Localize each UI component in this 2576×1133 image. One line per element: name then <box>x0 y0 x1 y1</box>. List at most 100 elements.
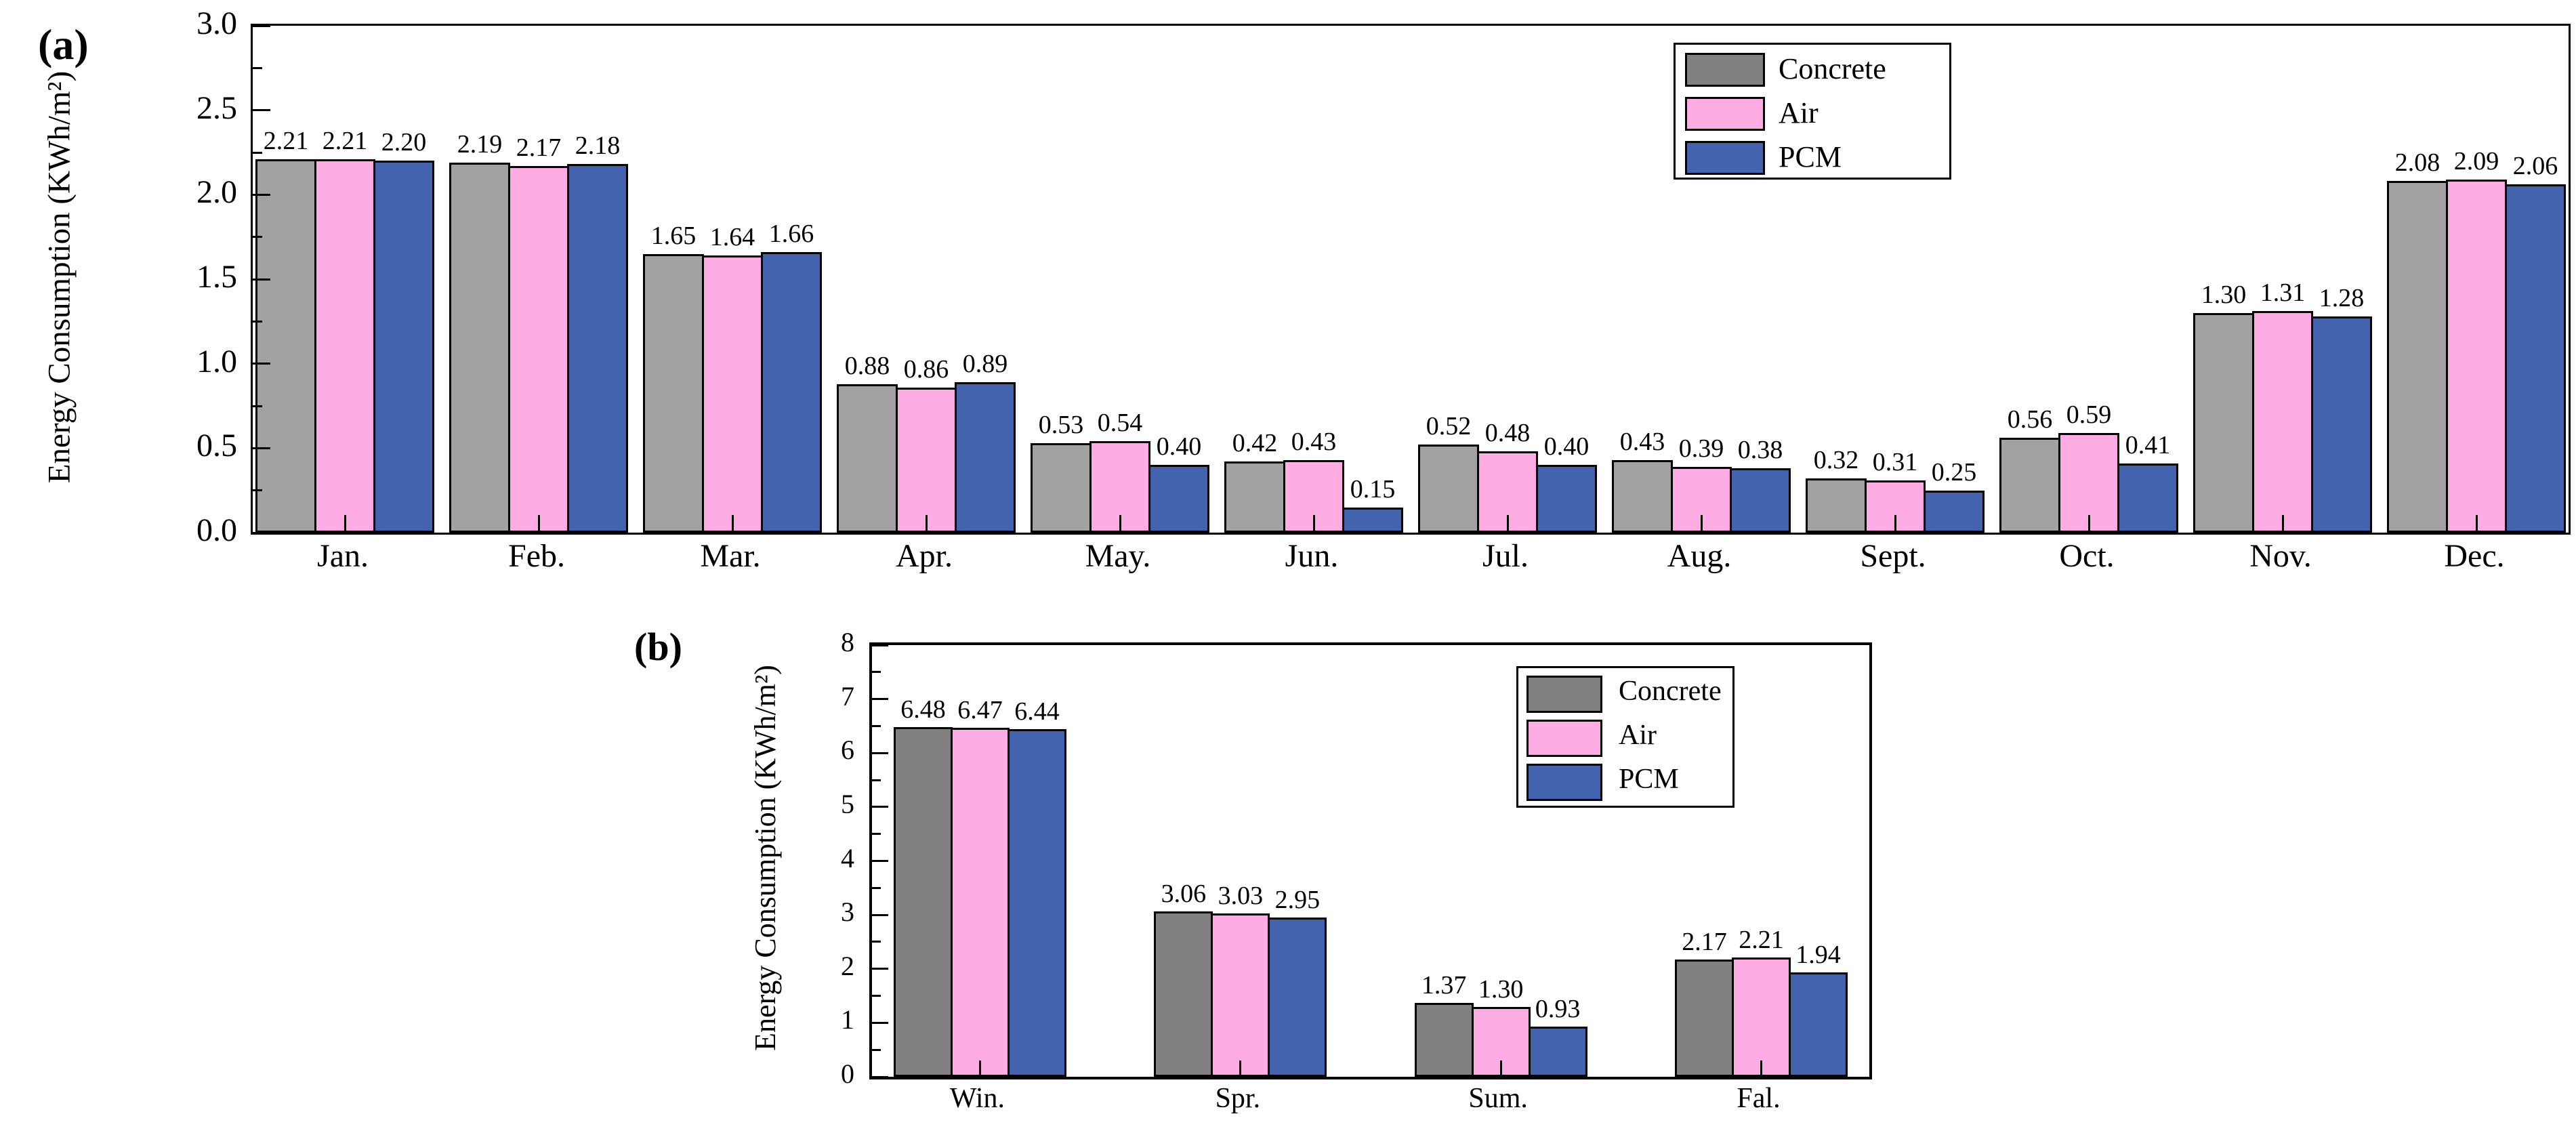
bar-a-concrete <box>643 253 704 533</box>
value-label: 2.17 <box>516 133 562 162</box>
value-label: 0.53 <box>1038 410 1084 439</box>
x-tick <box>2087 515 2090 533</box>
x-tick <box>1499 1060 1502 1077</box>
value-label: 0.43 <box>1291 427 1337 456</box>
bar-a-pcm <box>373 161 434 533</box>
value-label: 6.48 <box>900 695 946 724</box>
value-label: 0.48 <box>1484 419 1531 448</box>
legend-label: Concrete <box>1619 676 1722 707</box>
y-tick-label: 2.0 <box>196 174 237 211</box>
value-label: 2.21 <box>1739 926 1784 955</box>
value-label: 0.54 <box>1097 409 1143 438</box>
x-category-label: Aug. <box>1667 538 1732 574</box>
x-category-label: May. <box>1085 538 1151 574</box>
x-tick <box>2475 515 2478 533</box>
bar-a-air <box>2446 179 2507 533</box>
value-label: 1.37 <box>1421 970 1467 1000</box>
bar-a-concrete <box>255 159 316 533</box>
x-category-label: Fal. <box>1737 1083 1781 1114</box>
value-label: 0.52 <box>1426 412 1472 441</box>
value-label: 1.30 <box>2201 280 2247 309</box>
y-tick-label: 0 <box>841 1058 854 1089</box>
y-minor-tick <box>253 320 262 323</box>
y-major-tick <box>253 531 270 534</box>
bar-b-air <box>1211 913 1270 1077</box>
bar-a-air <box>896 387 957 533</box>
value-label: 1.30 <box>1478 974 1524 1004</box>
y-major-tick <box>872 913 888 916</box>
y-tick-label: 7 <box>841 680 854 712</box>
panel-label-b: (b) <box>634 625 682 669</box>
bar-b-pcm <box>1789 972 1848 1077</box>
bar-b-concrete <box>1675 960 1734 1077</box>
legend-item: Concrete <box>1676 50 1949 94</box>
bar-a-concrete <box>1224 461 1285 533</box>
x-tick <box>344 515 346 533</box>
x-category-label: Dec. <box>2444 538 2505 574</box>
bar-a-concrete <box>1418 445 1479 533</box>
bar-a-concrete <box>1031 442 1092 533</box>
x-category-label: Jul. <box>1482 538 1529 574</box>
value-label: 2.09 <box>2453 146 2499 176</box>
bar-a-air <box>314 159 375 533</box>
x-tick <box>1894 515 1896 533</box>
value-label: 1.64 <box>709 223 755 252</box>
x-category-label: Spr. <box>1215 1083 1261 1114</box>
y-major-tick <box>253 24 270 27</box>
bar-b-pcm <box>1007 729 1066 1077</box>
bar-a-concrete <box>449 162 510 533</box>
y-tick-label: 0.5 <box>196 428 237 464</box>
value-label: 0.38 <box>1737 436 1783 465</box>
value-label: 0.32 <box>1813 446 1859 475</box>
y-major-tick <box>253 109 270 112</box>
value-label: 1.31 <box>2260 279 2306 308</box>
x-category-label: Mar. <box>700 538 761 574</box>
y-minor-tick <box>872 1048 881 1051</box>
x-tick <box>2281 515 2284 533</box>
bar-b-concrete <box>1414 1002 1474 1077</box>
bar-a-concrete <box>1612 459 1673 533</box>
y-axis-title-a: Energy Consumption (KWh/m²) <box>41 70 77 484</box>
x-category-label: Sum. <box>1468 1083 1528 1114</box>
bar-a-concrete <box>837 384 898 533</box>
legend-swatch-air <box>1526 720 1602 757</box>
y-major-tick <box>872 751 888 754</box>
bar-a-pcm <box>1148 465 1209 533</box>
bar-a-air <box>2252 311 2313 533</box>
legend-item: Air <box>1676 94 1949 138</box>
legend-swatch-air <box>1685 97 1765 131</box>
value-label: 3.03 <box>1218 881 1264 910</box>
legend-label: PCM <box>1619 764 1679 795</box>
x-tick <box>1312 515 1315 533</box>
y-minor-tick <box>872 941 881 943</box>
y-major-tick <box>872 968 888 970</box>
y-minor-tick <box>872 833 881 836</box>
bar-a-concrete <box>2387 181 2448 533</box>
value-label: 0.59 <box>2066 400 2112 429</box>
x-category-label: Win. <box>949 1083 1005 1114</box>
y-major-tick <box>253 363 270 365</box>
y-tick-label: 8 <box>841 627 854 657</box>
legend-item: Air <box>1518 717 1732 761</box>
x-tick <box>1760 1060 1762 1077</box>
value-label: 0.88 <box>844 351 890 380</box>
value-label: 6.47 <box>957 695 1003 724</box>
value-label: 1.65 <box>650 221 697 250</box>
bar-b-pcm <box>1268 918 1327 1077</box>
legend-label: Air <box>1619 720 1657 751</box>
x-category-label: Sept. <box>1860 538 1926 574</box>
bar-a-concrete <box>2193 312 2254 533</box>
value-label: 2.18 <box>575 131 621 161</box>
legend-swatch-concrete <box>1685 53 1765 87</box>
x-tick <box>1119 515 1121 533</box>
y-major-tick <box>872 644 888 646</box>
bar-b-pcm <box>1528 1026 1587 1077</box>
value-label: 2.21 <box>263 126 309 155</box>
y-minor-tick <box>872 995 881 997</box>
value-label: 0.93 <box>1535 994 1581 1023</box>
value-label: 6.44 <box>1014 697 1060 726</box>
x-category-label: Jun. <box>1285 538 1339 574</box>
bar-a-pcm <box>1730 468 1791 533</box>
legend-b: Concrete Air PCM <box>1516 666 1734 808</box>
